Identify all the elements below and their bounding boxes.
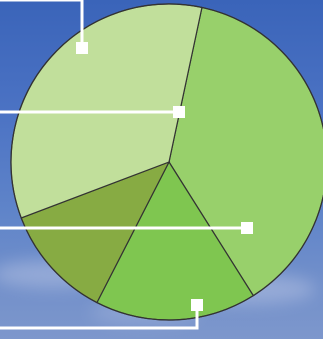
callout-marker	[241, 222, 253, 234]
callout-marker	[173, 106, 185, 118]
callout-marker	[191, 299, 203, 311]
callout-marker	[76, 42, 88, 54]
